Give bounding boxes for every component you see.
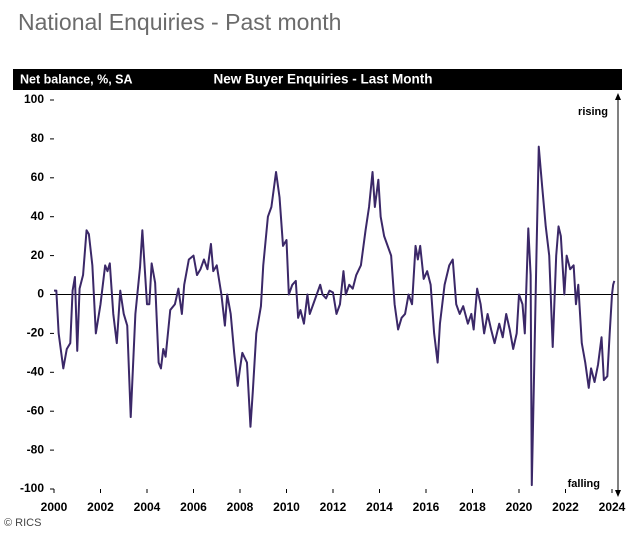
annotation: falling <box>568 478 600 490</box>
x-tick-label: 2008 <box>227 500 254 514</box>
y-tick-label: -40 <box>27 364 45 378</box>
x-tick-label: 2010 <box>273 500 300 514</box>
line-series <box>54 145 616 487</box>
annotation: rising <box>578 106 608 118</box>
y-tick-label: -20 <box>27 326 45 340</box>
y-tick-label: 60 <box>31 170 45 184</box>
x-tick-label: 2002 <box>87 500 114 514</box>
y-tick-label: -100 <box>20 481 44 495</box>
y-tick-label: -60 <box>27 403 45 417</box>
x-tick-label: 2000 <box>41 500 68 514</box>
y-tick-label: 100 <box>24 92 44 106</box>
chart-banner <box>13 69 622 90</box>
y-tick-label: 80 <box>31 131 45 145</box>
x-tick-label: 2022 <box>552 500 579 514</box>
x-tick-label: 2024 <box>599 500 626 514</box>
x-tick-label: 2012 <box>320 500 347 514</box>
chart-title: New Buyer Enquiries - Last Month <box>213 72 432 87</box>
source: © RICS <box>4 517 41 529</box>
y-tick-label: -80 <box>27 442 45 456</box>
x-tick-label: 2020 <box>506 500 533 514</box>
y-tick-label: 20 <box>31 248 45 262</box>
y-tick-label: 40 <box>31 209 45 223</box>
x-tick-label: 2006 <box>180 500 207 514</box>
x-tick-label: 2018 <box>459 500 486 514</box>
x-tick-label: 2016 <box>413 500 440 514</box>
x-tick-label: 2004 <box>134 500 161 514</box>
page-title: National Enquiries - Past month <box>18 9 341 35</box>
y-axis-label: Net balance, %, SA <box>20 72 133 86</box>
x-tick-label: 2014 <box>366 500 393 514</box>
y-tick-label: 0 <box>37 287 44 301</box>
